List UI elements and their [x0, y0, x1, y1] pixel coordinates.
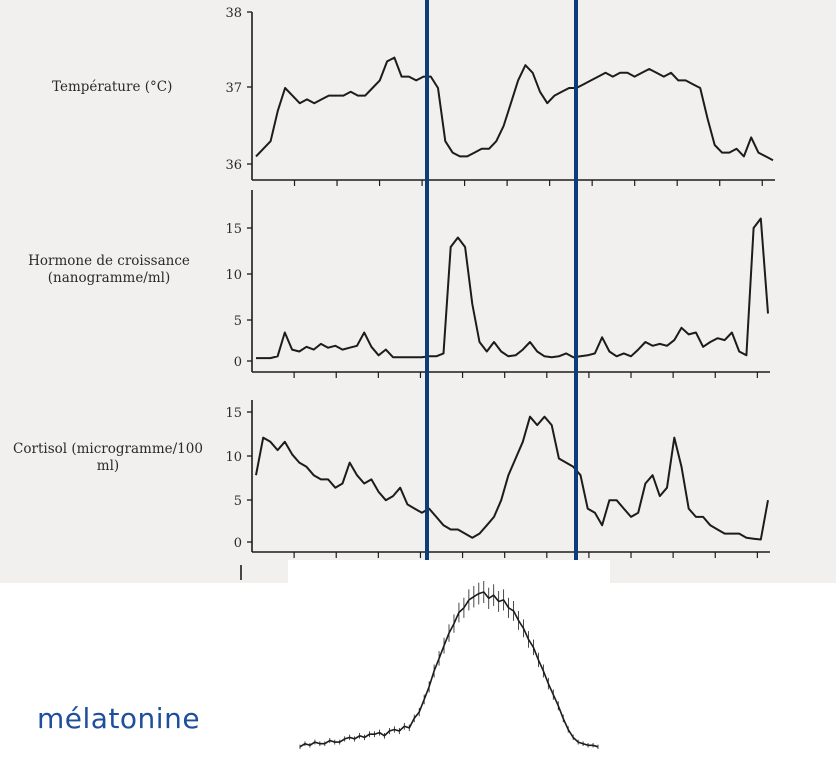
- temperature-y-tick-label: 37: [225, 81, 242, 96]
- temperature-axis-label: Température (°C): [52, 79, 173, 95]
- temperature-y-tick-label: 36: [225, 158, 242, 173]
- growth-hormone-y-tick-label: 10: [225, 268, 242, 283]
- cortisol-series-line: [255, 415, 769, 541]
- cortisol-y-tick-label: 5: [234, 494, 242, 509]
- growth-hormone-series-line: [256, 217, 769, 360]
- cortisol-y-tick-label: 0: [234, 536, 242, 551]
- growth-hormone-y-tick-label: 5: [234, 314, 242, 329]
- cortisol-y-tick-label: 10: [225, 450, 242, 465]
- temperature-y-tick-label: 38: [225, 6, 242, 21]
- cortisol-axis-label: Cortisol (microgramme/100 ml): [13, 441, 203, 474]
- cortisol-y-tick-label: 15: [225, 406, 242, 421]
- temperature-series-line: [255, 56, 774, 162]
- melatonin-series-line: [299, 591, 599, 748]
- scanned-chart-background: [0, 0, 836, 583]
- growth-hormone-axis-label: Hormone de croissance (nanogramme/ml): [28, 253, 190, 286]
- growth-hormone-y-tick-label: 0: [234, 355, 242, 370]
- melatonin-label: mélatonine: [37, 702, 201, 735]
- growth-hormone-y-tick-label: 15: [225, 222, 242, 237]
- melatonin-panel: [288, 560, 610, 758]
